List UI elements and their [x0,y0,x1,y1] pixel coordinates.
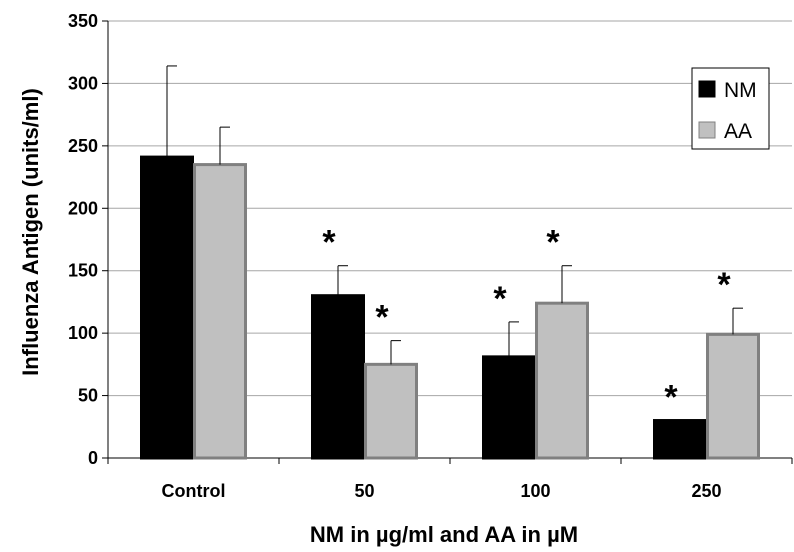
significance-star: * [664,379,678,417]
x-tick-label: Control [162,481,226,501]
x-tick-label: 100 [520,481,550,501]
legend-swatch-nm [698,80,716,98]
y-tick-label: 250 [68,136,98,156]
significance-star: * [322,224,336,262]
y-tick-label: 50 [78,386,98,406]
legend-label-aa: AA [724,120,752,143]
bar-nm-control [140,155,194,460]
y-tick-label: 300 [68,73,98,93]
significance-star: * [717,266,731,304]
y-tick-label: 0 [88,448,98,468]
bar-aa-250 [706,332,760,460]
y-tick-label: 200 [68,198,98,218]
y-axis-title: Influenza Antigen (units/ml) [18,88,43,376]
significance-star: * [493,280,507,318]
significance-markers: * * * * * * [322,224,731,417]
significance-star: * [546,224,560,262]
bar-aa-50 [364,362,418,460]
bar-aa-control [193,163,247,460]
bar-nm-250 [653,419,707,460]
legend-label-nm: NM [724,79,757,102]
y-tick-label: 100 [68,323,98,343]
tick-labels: 0 50 100 150 200 250 300 350 Control 50 100 250 [68,11,722,501]
legend-swatch-aa [698,121,716,139]
y-tick-label: 150 [68,261,98,281]
bar-nm-50 [311,294,365,460]
error-bars [166,65,743,365]
bar-aa-100 [535,301,589,460]
legend: NM AA [691,67,770,150]
x-axis-title: NM in µg/ml and AA in µM [310,522,578,547]
x-tick-label: 50 [354,481,374,501]
y-tick-label: 350 [68,11,98,31]
bar-nm-100 [482,355,536,460]
x-tick-label: 250 [691,481,721,501]
significance-star: * [375,299,389,337]
